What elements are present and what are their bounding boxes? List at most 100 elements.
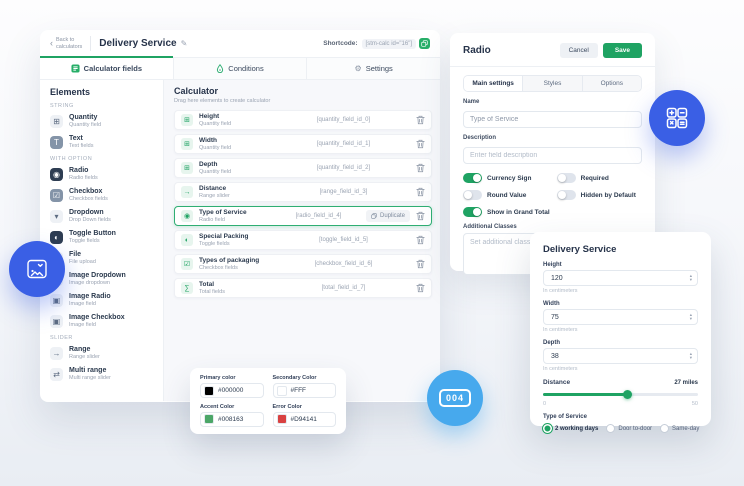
radio-unselected-icon (660, 424, 670, 433)
trash-icon[interactable] (416, 139, 425, 149)
field-row-types-of-packaging[interactable]: ☑ Types of packaging Checkbox fields [che… (174, 254, 432, 274)
tab-calculator-fields[interactable]: Calculator fields (40, 58, 174, 79)
color-swatch (204, 414, 214, 424)
field-row-distance[interactable]: → Distance Range slider [range_field_id_3… (174, 182, 432, 202)
image-checkbox-icon: ▣ (50, 314, 63, 328)
element-text[interactable]: T Text Text fields (50, 135, 157, 149)
toggle-currency-sign[interactable]: Currency Sign (463, 173, 553, 183)
error-color-picker[interactable]: #D94141 (272, 411, 336, 427)
back-to-calculators-button[interactable]: ‹ Back to calculators (50, 37, 82, 51)
field-row-special-packing[interactable]: ◐ Special Packing Toggle fields [toggle_f… (174, 230, 432, 250)
step-up-icon[interactable]: ▴ (689, 350, 692, 356)
trash-icon[interactable] (416, 283, 425, 293)
toggle-show-in-grand-total[interactable]: Show in Grand Total (463, 207, 553, 217)
duplicate-button[interactable]: Duplicate (365, 210, 410, 222)
element-name: Toggle Button (69, 229, 116, 237)
step-up-icon[interactable]: ▴ (689, 311, 692, 317)
step-up-icon[interactable]: ▴ (689, 272, 692, 278)
radio-option-door-to-door[interactable]: Door to-door (606, 424, 652, 433)
toggle-label: Round Value (487, 191, 527, 199)
toggle-switch-on[interactable] (463, 207, 482, 217)
range-icon: → (181, 186, 193, 198)
trash-icon[interactable] (416, 211, 425, 221)
toggle-switch-on[interactable] (463, 173, 482, 183)
element-radio[interactable]: ◉ Radio Radio fields (50, 167, 157, 181)
trash-icon[interactable] (416, 187, 425, 197)
element-range[interactable]: → Range Range slider (50, 346, 157, 360)
element-desc: Quantity field (69, 121, 102, 128)
step-down-icon[interactable]: ▾ (689, 277, 692, 282)
description-input[interactable] (463, 147, 642, 164)
quantity-stepper[interactable]: ▴ ▾ (689, 311, 692, 321)
distance-slider[interactable] (543, 390, 698, 399)
field-shortcode: [quantity_field_id_0] (316, 117, 371, 123)
element-desc: Checkbox fields (69, 195, 108, 202)
cancel-button[interactable]: Cancel (559, 43, 598, 58)
save-button[interactable]: Save (602, 43, 642, 58)
toggle-switch-off[interactable] (556, 190, 576, 200)
field-row-height[interactable]: ⊞ Height Quantity field [quantity_field_i… (174, 110, 432, 130)
tab-conditions[interactable]: Conditions (173, 58, 308, 79)
color-swatch (204, 385, 214, 396)
element-dropdown[interactable]: ▾ Dropdown Drop Down fields (50, 209, 157, 223)
canvas-subtitle: Drag here elements to create calculator (174, 98, 271, 104)
error-color-field: Error Color #D94141 (272, 404, 336, 428)
toggle-required[interactable]: Required (556, 173, 642, 183)
secondary-color-picker[interactable]: #FFF (272, 383, 336, 398)
element-quantity[interactable]: ⊞ Quantity Quantity field (50, 114, 157, 128)
step-down-icon[interactable]: ▾ (689, 355, 692, 360)
trash-icon[interactable] (416, 115, 425, 125)
step-down-icon[interactable]: ▾ (689, 316, 692, 321)
element-multi-range[interactable]: ⇄ Multi range Multi range slider (50, 367, 157, 381)
height-input[interactable]: 120 ▴ ▾ (543, 270, 698, 286)
element-image-radio[interactable]: ▣ Image Radio Image field (50, 293, 157, 307)
element-desc: Image field (69, 300, 96, 307)
toggle-switch-off[interactable] (463, 190, 482, 200)
toggle-switch-off[interactable] (556, 173, 576, 183)
quantity-stepper[interactable]: ▴ ▾ (689, 350, 692, 360)
distance-label: Distance (543, 379, 571, 386)
tab-settings[interactable]: ⚙ Settings (307, 58, 441, 79)
tab-styles[interactable]: Styles (523, 76, 583, 91)
toggle-hidden-by-default[interactable]: Hidden by Default (556, 190, 642, 200)
field-type: Quantity field (199, 120, 232, 127)
field-row-type-of-service[interactable]: ◉ Type of Service Radio field [radio_fiel… (174, 206, 432, 226)
group-label-with-option: WITH OPTION (50, 156, 93, 162)
element-checkbox[interactable]: ☑ Checkbox Checkbox fields (50, 188, 157, 202)
width-input[interactable]: 75 ▴ ▾ (543, 309, 698, 325)
field-shortcode: [range_field_id_3] (319, 189, 368, 195)
accent-color-picker[interactable]: #008163 (200, 411, 264, 427)
color-hex: #008163 (218, 415, 244, 423)
field-row-width[interactable]: ⊞ Width Quantity field [quantity_field_id… (174, 134, 432, 154)
field-row-total[interactable]: ∑ Total Total fields [total_field_id_7] (174, 278, 432, 298)
text-icon: T (50, 135, 63, 149)
slider-thumb[interactable] (622, 390, 632, 399)
element-image-checkbox[interactable]: ▣ Image Checkbox Image field (50, 314, 157, 328)
radio-option-same-day[interactable]: Same-day (660, 424, 699, 433)
primary-color-picker[interactable]: #000000 (200, 383, 264, 398)
radio-option-2-working-days[interactable]: 2 working days (543, 424, 598, 433)
depth-input[interactable]: 38 ▴ ▾ (543, 348, 698, 364)
field-shortcode: [total_field_id_7] (321, 285, 366, 291)
element-toggle-button[interactable]: ◐ Toggle Button Toggle fields (50, 230, 157, 244)
radio-option-label: Same-day (672, 425, 700, 432)
group-label-slider: SLIDER (50, 335, 73, 341)
copy-shortcode-button[interactable] (419, 38, 430, 49)
tab-options[interactable]: Options (582, 76, 641, 91)
field-row-depth[interactable]: ⊞ Depth Quantity field [quantity_field_id… (174, 158, 432, 178)
element-desc: Image field (69, 321, 96, 328)
name-input[interactable] (463, 111, 642, 128)
trash-icon[interactable] (416, 163, 425, 173)
tab-main-settings[interactable]: Main settings (464, 76, 524, 91)
duplicate-label: Duplicate (379, 213, 405, 219)
field-shortcode: [quantity_field_id_2] (316, 165, 371, 171)
trash-icon[interactable] (416, 235, 425, 245)
trash-icon[interactable] (416, 259, 425, 269)
element-name: Dropdown (69, 208, 104, 216)
toggle-round-value[interactable]: Round Value (463, 190, 553, 200)
multi-range-icon: ⇄ (50, 367, 63, 381)
edit-title-icon[interactable]: ✎ (180, 39, 188, 48)
quantity-stepper[interactable]: ▴ ▾ (689, 272, 692, 282)
